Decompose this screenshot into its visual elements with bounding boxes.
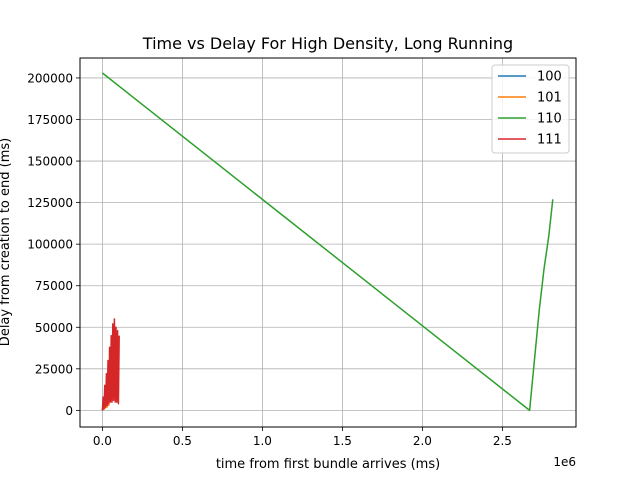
x-tick-label: 0.5 <box>173 434 192 448</box>
legend: 100 101 110 111 <box>491 64 570 154</box>
y-axis-label: Delay from creation to end (ms) <box>0 138 13 346</box>
x-axis: 0.0 0.5 1.0 1.5 2.0 2.5 <box>93 427 512 448</box>
x-tick-label: 2.0 <box>413 434 432 448</box>
y-tick-label: 150000 <box>27 155 73 169</box>
plot-frame <box>79 57 577 428</box>
y-axis: 0 25000 50000 75000 100000 125000 150000 175000… <box>27 71 80 418</box>
y-tick-label: 200000 <box>27 71 73 85</box>
grid <box>80 58 576 427</box>
y-tick-label: 25000 <box>35 362 73 376</box>
legend-label-100: 100 <box>537 70 562 85</box>
x-tick-label: 1.5 <box>333 434 352 448</box>
x-axis-offset-label: 1e6 <box>553 455 576 469</box>
x-axis-label: time from first bundle arrives (ms) <box>216 457 440 472</box>
series-layer <box>101 72 554 412</box>
legend-label-111: 111 <box>537 133 562 148</box>
y-tick-label: 0 <box>65 404 73 418</box>
legend-entries: 100 101 110 111 <box>498 70 562 148</box>
x-tick-label: 0.0 <box>93 434 112 448</box>
y-tick-label: 100000 <box>27 238 73 252</box>
y-tick-label: 75000 <box>35 279 73 293</box>
y-tick-label: 125000 <box>27 196 73 210</box>
x-tick-label: 1.0 <box>253 434 272 448</box>
y-tick-label: 175000 <box>27 113 73 127</box>
legend-label-101: 101 <box>537 91 562 106</box>
chart-title: Time vs Delay For High Density, Long Run… <box>142 34 513 53</box>
legend-label-110: 110 <box>537 112 562 127</box>
x-tick-label: 2.5 <box>493 434 512 448</box>
series-line-111 <box>101 318 120 411</box>
series-line-110 <box>101 72 554 412</box>
y-tick-label: 50000 <box>35 321 73 335</box>
legend-box <box>491 64 570 154</box>
